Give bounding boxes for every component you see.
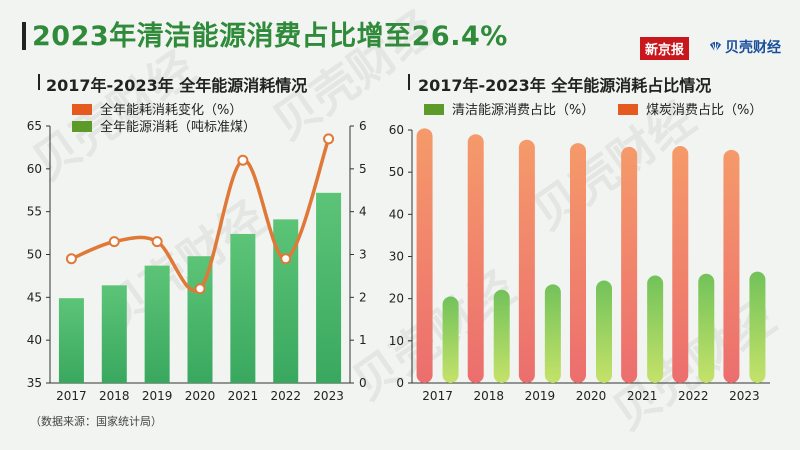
xinjingbao-logo: 新京报	[640, 37, 690, 60]
chart2-plot: 0 10 20 30 40 50 60 2017 2018 2019 2020 2021 2022 202…	[389, 123, 770, 403]
left-tick-label: 40	[27, 333, 42, 347]
y-tick-label: 10	[389, 334, 404, 348]
legend-swatch-green	[424, 104, 444, 115]
bar-coal-share	[723, 149, 740, 383]
beike-caijing-logo: 贝壳财经	[708, 37, 781, 57]
right-tick-label: 1	[359, 333, 367, 347]
bar-clean-energy-share	[596, 280, 612, 383]
line-point	[108, 236, 120, 248]
chart2-legend-clean: 清洁能源消费占比（%）	[424, 99, 594, 118]
bar-clean-energy-share	[749, 271, 766, 383]
bar-clean-energy-share	[647, 275, 664, 383]
line-point	[194, 283, 206, 295]
right-tick-label: 6	[359, 119, 367, 133]
chart1-legend-line: 全年能耗消耗变化（%）	[72, 99, 242, 118]
right-tick-label: 4	[359, 205, 367, 219]
legend-label: 全年能源消耗（吨标准煤）	[100, 120, 257, 135]
x-tick-label: 2020	[185, 389, 216, 403]
logo-text: 贝壳财经	[725, 40, 781, 56]
legend-swatch-orange	[618, 104, 638, 115]
legend-swatch-green	[72, 121, 92, 132]
bar-energy-consumption	[230, 233, 256, 383]
left-tick-label: 55	[27, 205, 42, 219]
x-tick-label: 2018	[473, 389, 504, 403]
bar-energy-consumption	[316, 192, 342, 383]
bar-coal-share	[518, 139, 535, 383]
chart1-legend-bar: 全年能源消耗（吨标准煤）	[72, 116, 256, 135]
x-tick-label: 2017	[56, 389, 87, 403]
x-tick-label: 2019	[525, 389, 556, 403]
y-tick-label: 30	[389, 250, 404, 264]
line-point	[65, 253, 77, 265]
left-tick-label: 65	[27, 119, 42, 133]
right-tick-label: 3	[359, 248, 367, 262]
bar-clean-energy-share	[442, 296, 459, 383]
bar-coal-share	[416, 128, 433, 383]
y-tick-label: 0	[396, 376, 404, 390]
left-tick-label: 35	[27, 376, 42, 390]
bar-clean-energy-share	[493, 289, 510, 383]
left-tick-label: 45	[27, 290, 42, 304]
shell-icon	[709, 41, 722, 53]
x-tick-label: 2021	[228, 389, 259, 403]
left-tick-label: 60	[27, 162, 42, 176]
line-point	[323, 133, 335, 145]
x-tick-label: 2022	[678, 389, 709, 403]
legend-label: 全年能耗消耗变化（%）	[100, 103, 243, 118]
bar-energy-consumption	[187, 256, 213, 383]
bar-coal-share	[570, 143, 586, 383]
x-tick-label: 2021	[627, 389, 658, 403]
x-tick-label: 2019	[142, 389, 173, 403]
line-point	[237, 154, 249, 166]
legend-swatch-orange	[72, 104, 92, 115]
x-tick-label: 2018	[99, 389, 130, 403]
chart2-legend-coal: 煤炭消费占比（%）	[618, 99, 762, 118]
chart1-title-bar	[38, 74, 40, 90]
x-tick-label: 2017	[422, 389, 453, 403]
x-tick-label: 2020	[576, 389, 607, 403]
bar-clean-energy-share	[544, 284, 561, 383]
chart2-title-bar	[408, 74, 410, 90]
bar-energy-consumption	[144, 265, 170, 383]
x-tick-label: 2023	[313, 389, 344, 403]
legend-label: 煤炭消费占比（%）	[646, 103, 763, 118]
chart1-title: 2017年-2023年 全年能源消耗情况	[46, 76, 308, 95]
x-tick-label: 2023	[729, 389, 760, 403]
y-tick-label: 40	[389, 207, 404, 221]
line-point	[280, 253, 292, 265]
bar-energy-consumption	[101, 285, 127, 383]
bar-clean-energy-share	[698, 273, 715, 383]
right-tick-label: 0	[359, 376, 367, 390]
source-note: （数据来源：国家统计局）	[30, 415, 162, 428]
bar-energy-consumption	[58, 298, 84, 383]
legend-label: 清洁能源消费占比（%）	[452, 103, 595, 118]
line-point	[151, 236, 163, 248]
title-accent-bar	[22, 22, 26, 50]
chart2-title: 2017年-2023年 全年能源消耗占比情况	[418, 76, 712, 95]
left-tick-label: 50	[27, 248, 42, 262]
right-tick-label: 5	[359, 162, 367, 176]
bar-coal-share	[672, 146, 689, 383]
bar-coal-share	[621, 146, 638, 383]
page-title: 2023年清洁能源消费占比增至26.4%	[32, 21, 508, 52]
x-tick-label: 2022	[270, 389, 301, 403]
bar-coal-share	[467, 134, 484, 383]
right-tick-label: 2	[359, 290, 367, 304]
y-tick-label: 60	[389, 123, 404, 137]
y-tick-label: 50	[389, 165, 404, 179]
y-tick-label: 20	[389, 292, 404, 306]
